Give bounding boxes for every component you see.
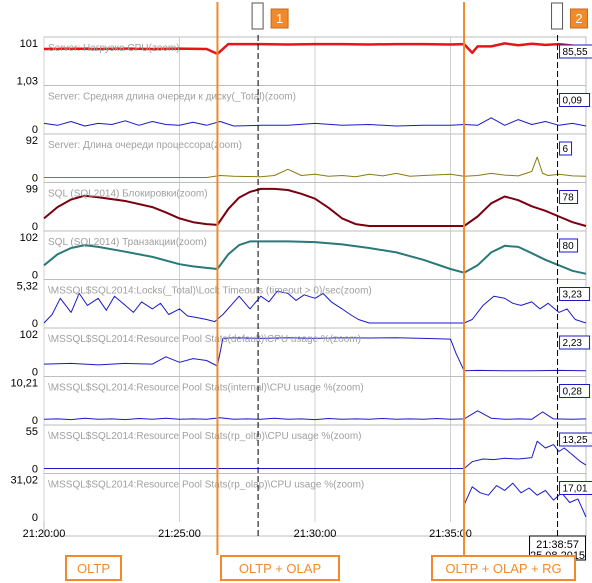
current-value-box [559, 335, 591, 350]
phase-label-oltp-olap: OLTP + OLAP [220, 555, 340, 581]
series-line [43, 240, 587, 275]
current-value-label: 17,01 [563, 484, 588, 495]
series-title: Server: Нагрузка CPU(zoom) [48, 43, 180, 54]
series-title: \MSSQL$SQL2014:Resource Pool Stats(rp_ol… [48, 480, 364, 491]
series-title: SQL (SQL2014) Транзакции(zoom) [48, 237, 207, 248]
y-min-label: 0 [32, 173, 38, 185]
y-max-label: 10,21 [10, 378, 38, 390]
x-tick-label: 21:25:00 [158, 528, 201, 540]
current-value-box [559, 93, 591, 107]
current-value-label: 85,55 [563, 47, 588, 58]
series-line [43, 337, 587, 372]
marker-number: 2 [575, 11, 582, 26]
marker-badge [270, 8, 289, 29]
series-line [44, 156, 587, 178]
current-value-box [559, 287, 591, 301]
overlay: 85,55 0,09 6 78 80 3,23 2,23 0,28 13,25 17,01 21:2… [23, 2, 592, 562]
y-max-label: 102 [20, 329, 38, 341]
x-tick-label: 21:30:00 [294, 528, 337, 540]
series-line [44, 440, 587, 469]
current-value-box [559, 481, 592, 495]
series-line [43, 117, 587, 127]
y-max-label: 101 [20, 38, 38, 50]
series-title: SQL (SQL2014) Блокировки(zoom) [48, 189, 208, 200]
series-title: Server: Длина очереди процессора(zoom) [48, 140, 242, 151]
grid [43, 37, 586, 522]
y-min-label: 0 [32, 512, 38, 524]
current-value-label: 2,23 [563, 338, 583, 349]
y-min-label: 0 [32, 367, 38, 379]
marker-flag [551, 2, 564, 30]
current-value-label: 80 [563, 241, 575, 252]
current-value-label: 13,25 [563, 435, 588, 446]
series-title: \MSSQL$SQL2014:Resource Pool Stats(inter… [48, 383, 364, 394]
current-value-label: 78 [563, 193, 575, 204]
y-max-label: 92 [26, 135, 38, 147]
y-max-label: 5,32 [17, 281, 38, 293]
phase-label-oltp: OLTP [65, 555, 122, 581]
marker-badge [570, 8, 589, 29]
current-value-box [559, 238, 579, 253]
current-value-box [559, 190, 579, 204]
y-max-label: 99 [26, 184, 38, 196]
y-min-label: 0 [32, 415, 38, 427]
y-max-label: 102 [20, 232, 38, 244]
series-line [43, 410, 587, 421]
plots: Server: Нагрузка CPU(zoom) 101 1,03 Server:… [10, 38, 587, 524]
marker-flag [251, 2, 264, 30]
current-value-box [559, 384, 591, 398]
series-title: \MSSQL$SQL2014:Resource Pool Stats(rp_ol… [48, 431, 361, 442]
y-min-label: 0 [32, 270, 38, 282]
series-title: \MSSQL$SQL2014:Resource Pool Stats(defau… [48, 334, 361, 345]
current-value-box [559, 141, 573, 156]
cursor-time-label: 21:38:57 [536, 539, 579, 551]
series-line [43, 187, 587, 227]
marker-number: 1 [276, 11, 283, 26]
phase-label-oltp-olap-rg: OLTP + OLAP + RG [431, 555, 576, 581]
current-value-box [559, 432, 592, 447]
x-tick-label: 21:35:00 [429, 528, 472, 540]
series-line [43, 290, 587, 324]
y-min-label: 0 [32, 221, 38, 233]
series-line [43, 42, 587, 56]
current-value-label: 0,28 [563, 387, 583, 398]
y-min-label: 1,03 [17, 76, 38, 88]
y-max-label: 31,02 [10, 475, 38, 487]
current-value-label: 6 [563, 144, 569, 155]
y-min-label: 0 [32, 464, 38, 476]
series-title: \MSSQL$SQL2014:Locks(_Total)\Lock Timeou… [48, 286, 372, 297]
series-line [463, 482, 587, 518]
current-value-label: 3,23 [563, 290, 583, 301]
y-min-label: 0 [32, 124, 38, 136]
y-max-label: 55 [26, 426, 38, 438]
current-value-label: 0,09 [563, 96, 583, 107]
series-title: Server: Средняя длина очереди к диску(_T… [48, 92, 296, 103]
current-value-box [559, 44, 592, 59]
x-tick-label: 21:20:00 [23, 528, 66, 540]
y-min-label: 0 [32, 318, 38, 330]
